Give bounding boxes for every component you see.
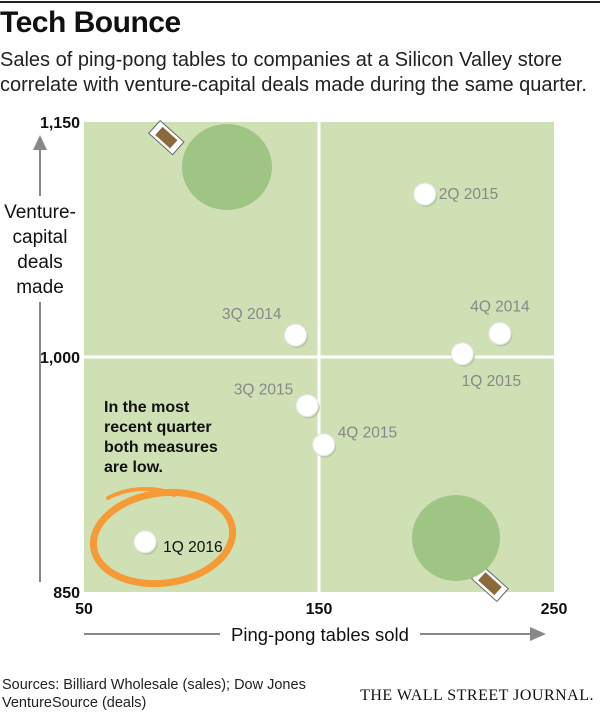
paddle-icon-top [148,119,272,210]
paddle-icon-bottom [412,495,509,603]
data-point: 4Q 2015 [312,425,397,458]
highlight-circle [89,487,237,588]
y-tick-label: 1,000 [40,350,80,367]
annotation-text: In the most recent quarter both measures ar… [104,399,218,476]
y-axis-label: deals [17,252,62,273]
chart-title: Tech Bounce [0,6,181,39]
x-axis-label: Ping-pong tables sold [231,624,409,645]
y-axis-label: made [16,277,64,298]
y-tick-label: 1,150 [40,115,80,132]
paddle-handle-grip [155,126,178,149]
data-point-marker [284,323,307,347]
top-rule [0,1,600,3]
x-tick-label: 50 [75,601,93,618]
highlight-stroke [106,487,176,500]
publisher-logo: THE WALL STREET JOURNAL. [360,687,594,704]
data-point-label: 4Q 2014 [470,299,530,316]
data-point: 1Q 2016 [133,530,223,556]
x-axis-arrowhead [530,627,546,641]
x-axis-label-bg [220,622,420,646]
highlight-ring [89,488,237,588]
data-point-label: 4Q 2015 [338,425,397,442]
y-axis-label: Venture- [4,202,76,223]
data-point-marker [133,530,157,554]
x-tick-label: 250 [541,601,568,618]
data-point-marker [413,182,437,206]
paddle-handle-grip [478,572,502,596]
data-point-label: 3Q 2014 [222,306,282,323]
x-tick-label: 150 [306,601,333,618]
data-point: 3Q 2014 [222,306,308,349]
data-point-marker [295,394,319,418]
data-point-label: 1Q 2016 [163,539,222,556]
y-tick-label: 850 [53,585,80,602]
paddle-blade [412,495,500,581]
data-point-label: 2Q 2015 [439,186,498,203]
data-point: 4Q 2014 [470,299,530,347]
data-point: 1Q 2015 [450,342,521,390]
y-axis-label-bg [0,196,82,302]
y-axis-arrowhead [33,135,47,150]
data-point-marker [450,342,474,366]
y-axis-label: capital [13,227,68,248]
data-point-label: 3Q 2015 [234,382,293,399]
data-point: 2Q 2015 [413,182,498,208]
chart-subtitle: Sales of ping-pong tables to companies a… [0,49,587,96]
paddle-blade [182,124,272,210]
data-point: 3Q 2015 [234,382,320,419]
data-point-label: 1Q 2015 [462,373,521,390]
data-point-marker [312,433,336,457]
data-point-marker [488,322,512,345]
source-note: Sources: Billiard Wholesale (sales); Dow… [2,677,306,711]
